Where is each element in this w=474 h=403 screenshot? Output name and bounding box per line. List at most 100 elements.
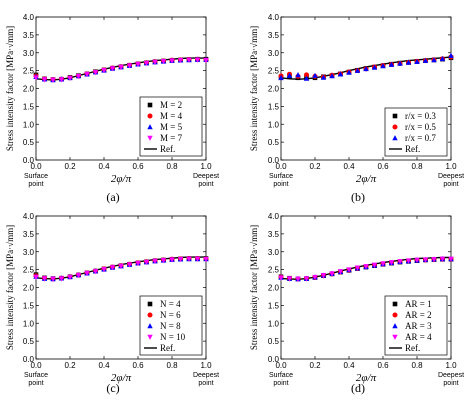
data-point (84, 270, 90, 277)
x-tick-label: 1.0 (445, 361, 457, 370)
legend-entry: N = 10 (160, 332, 186, 342)
data-point (33, 75, 39, 81)
data-point (84, 71, 90, 78)
x-tick-label: 0.2 (64, 361, 76, 370)
legend-marker (392, 301, 398, 307)
data-point (388, 260, 395, 266)
data-point (388, 61, 395, 67)
y-tick-label: 3.5 (268, 31, 280, 40)
y-tick-label: 3.0 (23, 49, 35, 58)
deepest-point-label-line2: point (198, 380, 213, 387)
data-point (118, 263, 124, 269)
legend-marker (392, 323, 398, 329)
data-point (92, 70, 99, 76)
data-point (431, 57, 437, 63)
data-point (295, 276, 301, 282)
legend-entry: Ref. (160, 343, 175, 353)
deepest-point-label-line2: point (198, 181, 213, 188)
data-point (152, 59, 158, 65)
data-point (118, 64, 124, 70)
data-point (169, 58, 175, 64)
data-point (312, 72, 318, 78)
x-tick-label: 0.0 (275, 162, 287, 171)
y-tick-label: 0.0 (268, 355, 280, 364)
data-point (41, 77, 48, 83)
data-point (448, 52, 454, 58)
y-tick-label: 3.0 (23, 248, 35, 257)
legend-entry: r/x = 0.7 (405, 133, 436, 143)
x-axis-label: 2φ/π (356, 173, 377, 185)
y-tick-label: 2.0 (268, 85, 280, 94)
legend-marker (147, 102, 153, 108)
surface-point-label: Surface (24, 372, 48, 379)
legend-entry: r/x = 0.3 (405, 111, 436, 121)
data-point (439, 256, 446, 262)
x-tick-label: 0.8 (166, 361, 178, 370)
x-tick-label: 0.4 (98, 162, 110, 171)
x-tick-label: 1.0 (200, 162, 212, 171)
data-point (160, 258, 167, 264)
y-axis-label: Stress intensity factor [MPa·√mm] (5, 26, 15, 151)
data-point (354, 67, 361, 73)
data-point (50, 276, 56, 282)
data-point (177, 256, 184, 263)
data-point (194, 256, 201, 262)
data-point (169, 257, 175, 263)
legend-marker (147, 113, 153, 119)
data-point (126, 262, 133, 268)
data-point (75, 74, 82, 80)
legend-entry: AR = 1 (405, 299, 432, 309)
x-tick-label: 0.4 (343, 162, 355, 171)
y-tick-label: 0.5 (23, 337, 35, 346)
legend-marker (147, 312, 153, 318)
y-tick-label: 0.5 (23, 138, 35, 147)
y-tick-label: 3.5 (268, 230, 280, 239)
y-axis-label: Stress intensity factor [MPa·√mm] (249, 26, 259, 151)
series-4 (278, 256, 454, 282)
legend-entry: AR = 4 (405, 332, 432, 342)
chart-panel-b: 0.0 0.5 1.0 1.5 2.0 2.5 3.0 3.5 4.0 0.0 0.2 0.4 0.6 0… (249, 13, 464, 204)
legend-marker (392, 113, 398, 119)
panel-label: (a) (106, 190, 119, 204)
data-point (33, 274, 39, 281)
data-point (439, 55, 446, 62)
x-tick-label: 0.6 (132, 162, 144, 171)
y-tick-label: 0.0 (23, 355, 35, 364)
data-point (422, 257, 429, 263)
x-tick-label: 0.4 (98, 361, 110, 370)
legend-entry: AR = 2 (405, 310, 432, 320)
y-tick-label: 4.0 (268, 13, 280, 22)
data-point (101, 67, 107, 74)
legend-marker (392, 135, 398, 141)
data-point (405, 59, 412, 65)
data-point (422, 57, 429, 63)
data-point (278, 275, 284, 281)
data-point (177, 57, 184, 64)
data-point (363, 264, 369, 270)
chart-panel-c: 0.0 0.5 1.0 1.5 2.0 2.5 3.0 3.5 4.0 0.0 0.2 0.4 0.6 0… (5, 212, 219, 395)
x-tick-label: 0.8 (166, 162, 178, 171)
legend-marker (147, 301, 153, 307)
data-point (160, 59, 167, 65)
data-point (414, 58, 420, 64)
data-point (126, 63, 133, 69)
y-tick-label: 2.5 (268, 67, 280, 76)
y-tick-label: 3.0 (268, 49, 280, 58)
surface-point-label: Surface (269, 372, 293, 379)
data-point (67, 274, 73, 281)
data-point (67, 75, 73, 82)
y-tick-label: 2.0 (23, 85, 35, 94)
data-point (101, 266, 107, 273)
data-point (303, 276, 310, 282)
data-point (397, 60, 403, 66)
data-point (312, 274, 318, 281)
data-point (405, 258, 412, 264)
data-point (152, 258, 158, 264)
legend-entry: Ref. (405, 144, 420, 154)
x-tick-label: 0.2 (309, 361, 321, 370)
data-point (135, 260, 141, 267)
x-tick-label: 0.6 (377, 361, 389, 370)
y-tick-label: 4.0 (23, 13, 35, 22)
legend-entry: AR = 3 (405, 321, 432, 331)
